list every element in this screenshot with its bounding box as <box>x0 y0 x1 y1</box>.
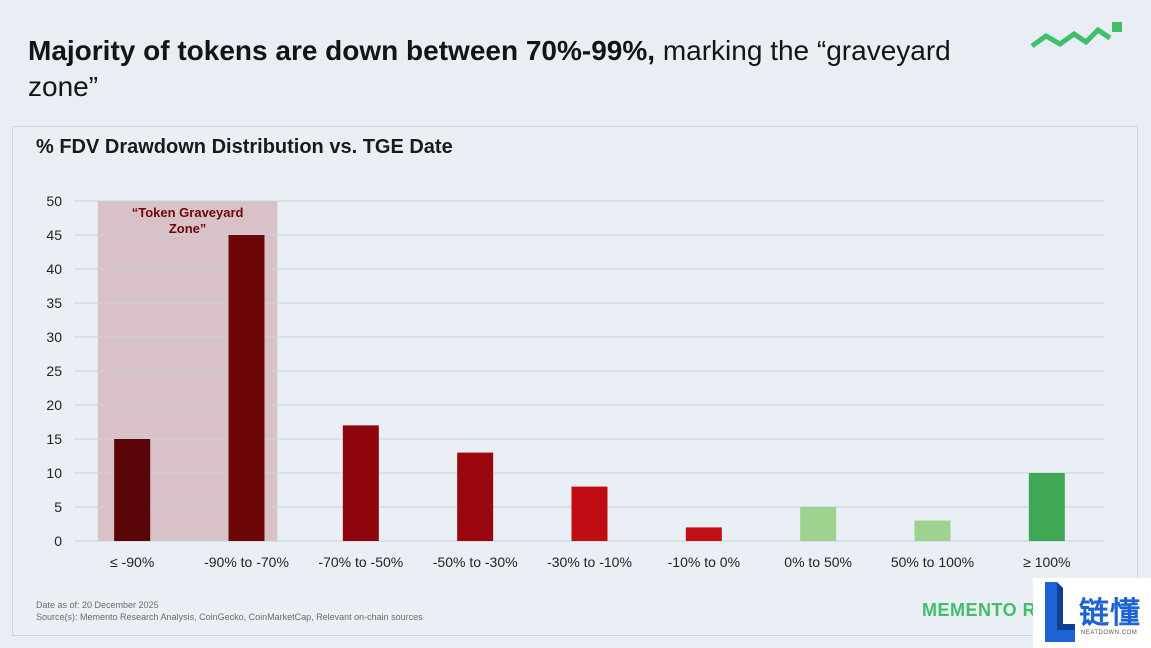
x-tick-label: -30% to -10% <box>547 554 632 570</box>
y-tick-label: 15 <box>46 431 62 447</box>
bar <box>571 486 608 541</box>
headline-rest: marking the “graveyard zone” <box>28 35 951 102</box>
bar <box>342 425 379 541</box>
headline-bold: Majority of tokens are down between 70%-… <box>28 35 656 66</box>
watermark-logo-icon <box>1045 582 1075 642</box>
watermark-url: NEATDOWN.COM <box>1081 630 1138 636</box>
watermark: 链懂 NEATDOWN.COM <box>1033 578 1151 648</box>
bar <box>457 452 494 541</box>
x-tick-label: -70% to -50% <box>318 554 403 570</box>
y-tick-label: 25 <box>46 363 62 379</box>
x-tick-label: ≤ -90% <box>110 554 154 570</box>
bar <box>800 507 837 541</box>
y-tick-label: 40 <box>46 261 62 277</box>
brand-name: MEMENTO R <box>922 600 1037 620</box>
x-tick-label: -50% to -30% <box>433 554 518 570</box>
x-tick-label: 0% to 50% <box>784 554 852 570</box>
y-tick-label: 20 <box>46 397 62 413</box>
source-note: Source(s): Memento Research Analysis, Co… <box>36 612 423 622</box>
x-tick-label: -10% to 0% <box>668 554 740 570</box>
y-tick-label: 35 <box>46 295 62 311</box>
footnote: Date as of: 20 December 2025 Source(s): … <box>36 599 423 623</box>
page-headline: Majority of tokens are down between 70%-… <box>28 33 1008 105</box>
graveyard-zone-label: “Token Graveyard <box>132 205 244 220</box>
y-tick-label: 0 <box>54 533 62 549</box>
bar <box>1028 473 1065 541</box>
y-tick-label: 45 <box>46 227 62 243</box>
x-tick-label: ≥ 100% <box>1023 554 1070 570</box>
watermark-chinese-text: 链懂 <box>1079 596 1141 631</box>
y-tick-label: 30 <box>46 329 62 345</box>
wave-chart-icon <box>1030 22 1122 49</box>
bar <box>114 439 151 541</box>
bar <box>685 527 722 541</box>
date-note: Date as of: 20 December 2025 <box>36 600 159 610</box>
y-tick-label: 10 <box>46 465 62 481</box>
y-tick-label: 5 <box>54 499 62 515</box>
x-tick-label: -90% to -70% <box>204 554 289 570</box>
graveyard-zone-label: Zone” <box>169 221 207 236</box>
bar <box>228 235 265 541</box>
y-tick-label: 50 <box>46 193 62 209</box>
x-tick-label: 50% to 100% <box>891 554 974 570</box>
bar <box>914 520 951 541</box>
chart-title: % FDV Drawdown Distribution vs. TGE Date <box>36 136 453 158</box>
